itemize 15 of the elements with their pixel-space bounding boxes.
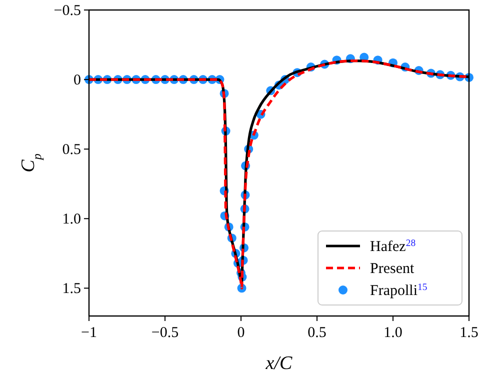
x-tick-label: 0.5 [308,325,326,341]
x-tick-label: −0.5 [151,325,179,341]
y-tick-label: 1.5 [62,281,81,298]
x-tick-label: 1.5 [460,325,478,341]
y-tick-label: −0.5 [54,3,81,19]
x-tick-label: 0 [237,325,245,341]
x-axis-title: x/C [264,353,293,374]
y-tick-label: 0 [74,72,81,89]
legend-label: Frapolli$^{15}$ [370,282,428,299]
y-tick-label: 0.5 [62,142,81,158]
x-tick-label: 1.0 [384,325,402,341]
legend-label: Present [370,261,415,277]
y-tick-label: 1.0 [62,212,81,228]
legend-label: Hafez$^{28}$ [370,238,416,255]
x-tick-label: −1 [81,325,97,341]
